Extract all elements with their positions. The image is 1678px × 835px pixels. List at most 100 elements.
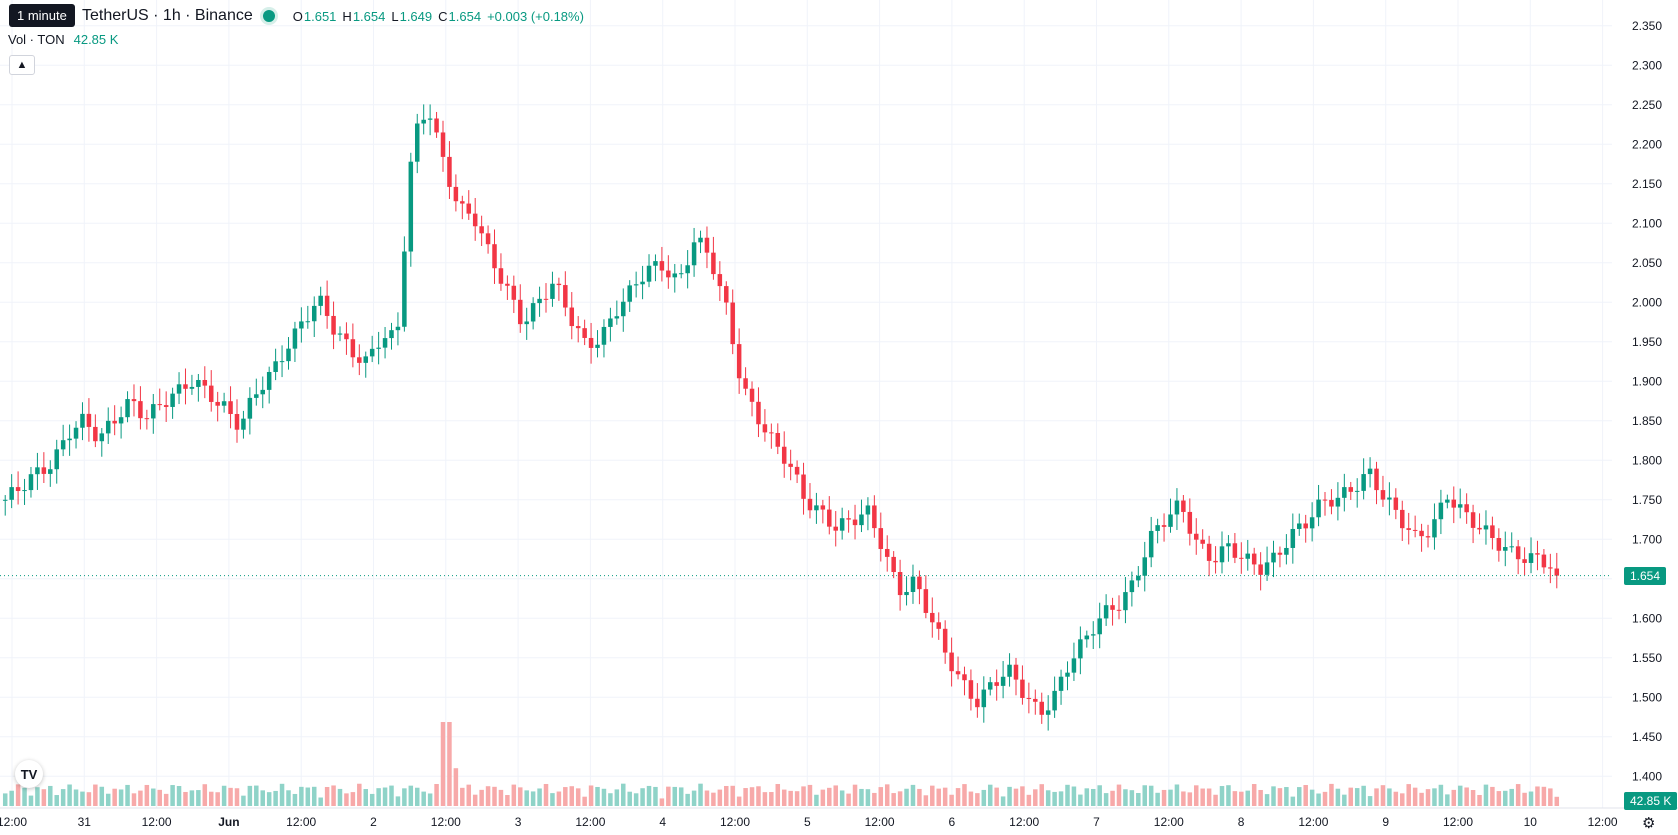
- candle-body[interactable]: [357, 357, 362, 363]
- candle-body[interactable]: [563, 285, 568, 308]
- candle-body[interactable]: [54, 449, 59, 470]
- candle-body[interactable]: [1071, 658, 1077, 673]
- candle-body[interactable]: [183, 384, 188, 389]
- candle-body[interactable]: [936, 622, 941, 629]
- candle-body[interactable]: [1052, 690, 1057, 711]
- candle-body[interactable]: [118, 417, 124, 424]
- candle-body[interactable]: [105, 420, 111, 434]
- candle-body[interactable]: [498, 268, 504, 284]
- candle-body[interactable]: [1007, 664, 1012, 677]
- candle-body[interactable]: [530, 303, 536, 322]
- candle-body[interactable]: [1039, 701, 1044, 715]
- candle-body[interactable]: [724, 286, 729, 303]
- candle-body[interactable]: [859, 514, 864, 526]
- candle-body[interactable]: [1490, 525, 1495, 539]
- candle-body[interactable]: [678, 273, 684, 275]
- candle-body[interactable]: [1033, 698, 1038, 702]
- candle-body[interactable]: [627, 285, 632, 302]
- collapse-legend-button[interactable]: ▲: [9, 55, 35, 75]
- candle-body[interactable]: [820, 505, 826, 510]
- candle-body[interactable]: [1316, 499, 1321, 518]
- candle-body[interactable]: [221, 401, 227, 406]
- candle-body[interactable]: [427, 118, 433, 120]
- candle-body[interactable]: [350, 339, 356, 358]
- candle-body[interactable]: [260, 389, 265, 395]
- candle-body[interactable]: [1322, 499, 1328, 501]
- candle-body[interactable]: [923, 589, 929, 613]
- candle-body[interactable]: [408, 161, 414, 252]
- candle-body[interactable]: [93, 426, 98, 442]
- candle-body[interactable]: [234, 414, 240, 430]
- candle-body[interactable]: [1142, 557, 1148, 576]
- candle-body[interactable]: [1284, 547, 1289, 555]
- candle-body[interactable]: [1097, 618, 1102, 635]
- candle-body[interactable]: [344, 333, 349, 340]
- candle-body[interactable]: [1258, 564, 1263, 575]
- candle-body[interactable]: [839, 518, 845, 531]
- candle-body[interactable]: [608, 318, 613, 327]
- candle-body[interactable]: [131, 399, 137, 402]
- candle-body[interactable]: [170, 393, 175, 407]
- candle-body[interactable]: [22, 490, 27, 492]
- candle-body[interactable]: [1303, 523, 1308, 529]
- candle-body[interactable]: [659, 261, 665, 271]
- candle-body[interactable]: [891, 556, 896, 573]
- candle-body[interactable]: [852, 519, 858, 526]
- candle-body[interactable]: [1348, 487, 1354, 492]
- candle-body[interactable]: [447, 156, 452, 187]
- candle-body[interactable]: [292, 328, 298, 349]
- candle-body[interactable]: [975, 698, 980, 708]
- candle-body[interactable]: [382, 338, 388, 348]
- candle-body[interactable]: [1445, 499, 1450, 503]
- candle-body[interactable]: [1522, 559, 1527, 563]
- candle-body[interactable]: [73, 427, 79, 439]
- candle-body[interactable]: [1090, 634, 1096, 636]
- candle-body[interactable]: [1013, 664, 1019, 680]
- candle-body[interactable]: [949, 652, 954, 672]
- candle-body[interactable]: [1226, 543, 1231, 547]
- candle-body[interactable]: [485, 233, 491, 245]
- candle-body[interactable]: [621, 301, 626, 317]
- candle-body[interactable]: [1400, 509, 1405, 529]
- candle-body[interactable]: [48, 469, 53, 474]
- candle-body[interactable]: [569, 307, 575, 327]
- candle-body[interactable]: [434, 118, 439, 133]
- candle-body[interactable]: [1219, 546, 1225, 563]
- candle-body[interactable]: [588, 337, 594, 348]
- candle-body[interactable]: [1329, 499, 1334, 507]
- candle-body[interactable]: [460, 201, 465, 204]
- candle-body[interactable]: [279, 361, 285, 363]
- candle-body[interactable]: [1309, 517, 1315, 529]
- candle-body[interactable]: [402, 251, 407, 327]
- candle-body[interactable]: [492, 244, 497, 269]
- candle-body[interactable]: [556, 283, 562, 286]
- candle-body[interactable]: [1161, 525, 1167, 527]
- candle-body[interactable]: [247, 397, 253, 419]
- candle-body[interactable]: [872, 505, 877, 529]
- candle-body[interactable]: [337, 333, 343, 335]
- candle-body[interactable]: [163, 405, 169, 407]
- candle-body[interactable]: [717, 274, 723, 287]
- candle-body[interactable]: [196, 379, 201, 387]
- candle-body[interactable]: [827, 509, 832, 527]
- candle-body[interactable]: [1065, 672, 1070, 677]
- candle-body[interactable]: [305, 321, 311, 323]
- candle-body[interactable]: [788, 463, 793, 467]
- candle-body[interactable]: [299, 321, 304, 329]
- candle-body[interactable]: [1464, 504, 1469, 513]
- candle-body[interactable]: [1206, 543, 1212, 561]
- candle-body[interactable]: [1136, 575, 1141, 581]
- candle-body[interactable]: [1496, 538, 1502, 551]
- candle-body[interactable]: [1058, 676, 1064, 691]
- candle-body[interactable]: [1277, 552, 1283, 555]
- candle-body[interactable]: [80, 413, 85, 428]
- candle-body[interactable]: [666, 270, 671, 278]
- candle-body[interactable]: [1239, 557, 1244, 559]
- candle-body[interactable]: [543, 298, 549, 300]
- candle-body[interactable]: [1425, 536, 1431, 538]
- candle-body[interactable]: [254, 394, 259, 398]
- tradingview-logo-icon[interactable]: TV: [15, 760, 43, 788]
- candle-body[interactable]: [1155, 525, 1160, 531]
- candle-body[interactable]: [814, 505, 819, 511]
- candle-body[interactable]: [35, 467, 40, 475]
